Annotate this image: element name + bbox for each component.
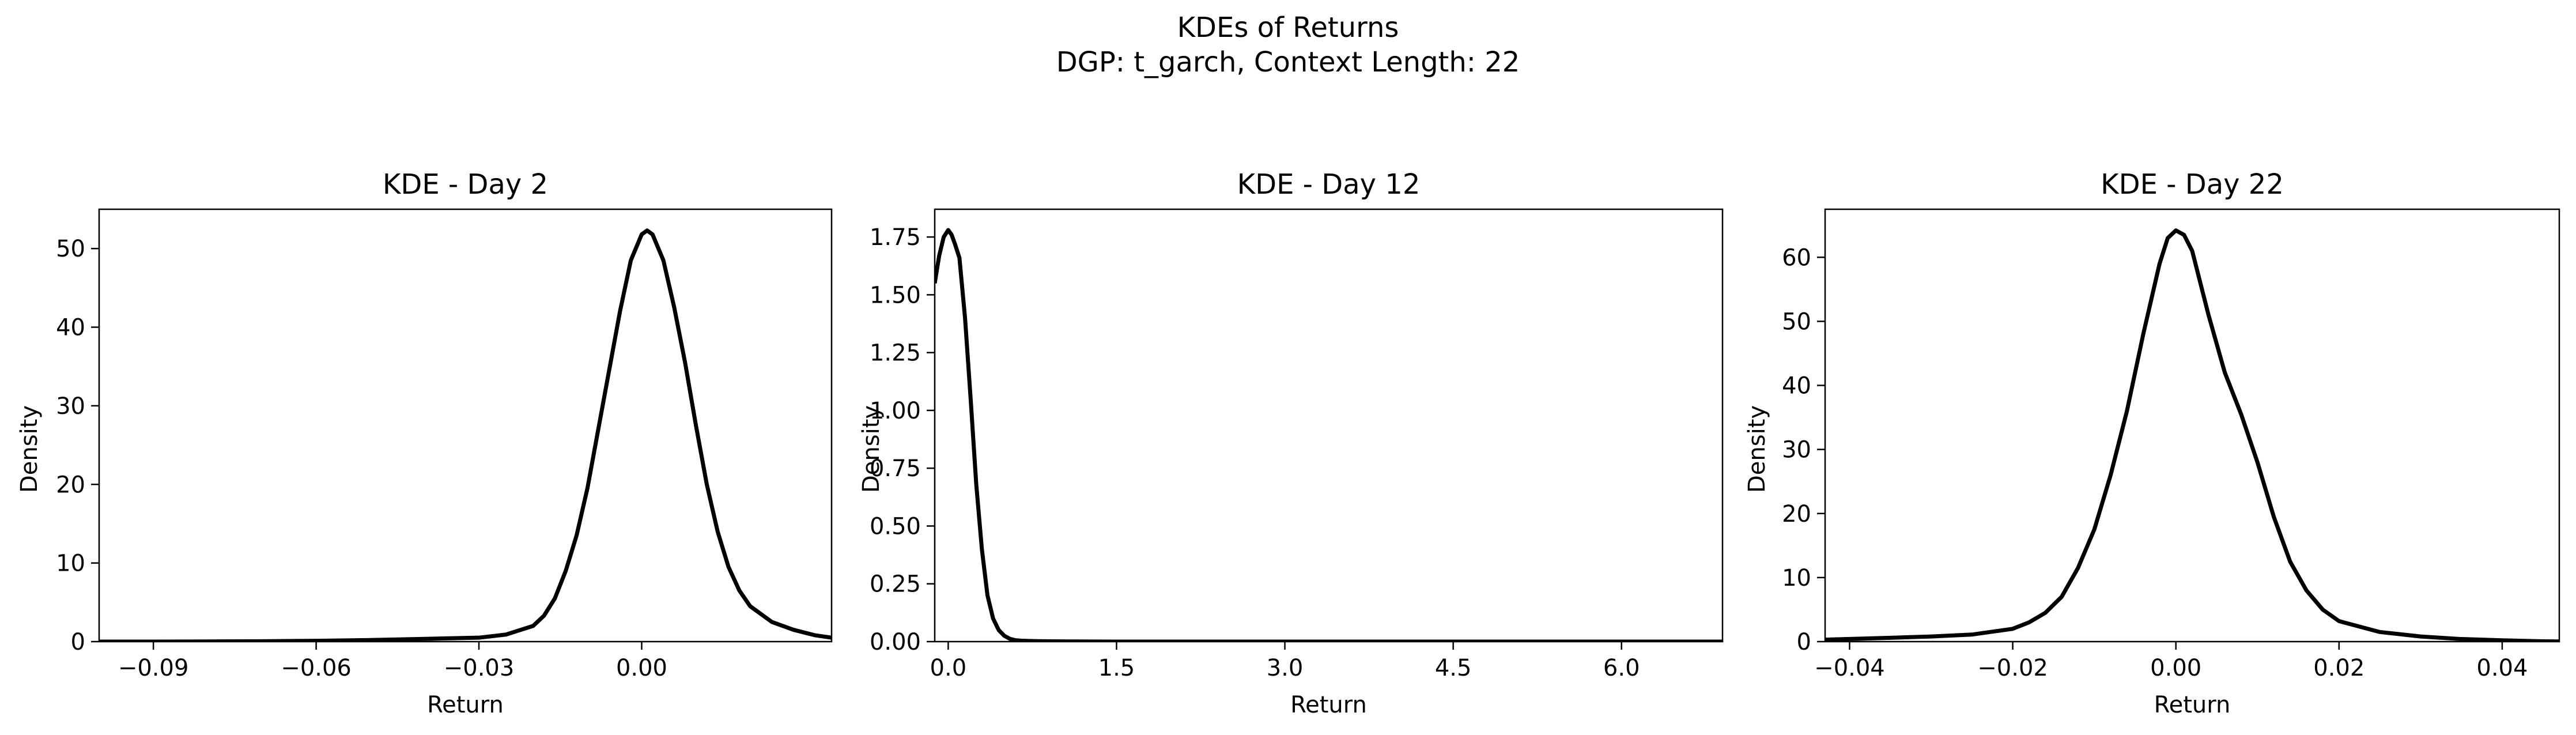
y-tick-label: 0.75 <box>870 455 921 482</box>
y-axis-label: Density <box>16 405 43 493</box>
y-tick-label: 1.25 <box>870 340 921 367</box>
x-tick-label: −0.02 <box>1977 655 2048 681</box>
axes-frame <box>934 208 1724 643</box>
y-tick-label: 1.50 <box>870 282 921 308</box>
subplot-title: KDE - Day 12 <box>1237 168 1421 201</box>
y-tick-label: 10 <box>56 551 85 577</box>
subplot-title: KDE - Day 2 <box>383 168 548 201</box>
y-tick-label: 30 <box>56 393 85 420</box>
x-tick-label: −0.06 <box>281 655 352 681</box>
y-tick-label: 0.25 <box>870 571 921 598</box>
y-axis-label: Density <box>858 405 885 493</box>
y-tick-label: 10 <box>1782 565 1811 591</box>
x-tick-label: 0.04 <box>2476 655 2528 681</box>
x-tick-label: −0.04 <box>1814 655 1885 681</box>
x-tick-label: −0.09 <box>118 655 189 681</box>
x-tick-label: 4.5 <box>1435 655 1472 681</box>
subplot-day-22: KDE - Day 22 Return Density −0.04 −0.02 0.… <box>1744 168 2560 718</box>
y-tick-label: 20 <box>56 472 85 498</box>
x-tick-label: 0.0 <box>930 655 967 681</box>
x-axis-label: Return <box>1290 692 1367 718</box>
x-tick-label: 6.0 <box>1603 655 1640 681</box>
y-tick-label: 1.75 <box>870 224 921 251</box>
subplot-day-2: KDE - Day 2 Return Density −0.09 −0.06 −0.… <box>16 168 833 718</box>
y-tick-label: 20 <box>1782 501 1811 527</box>
subplot-title: KDE - Day 22 <box>2101 168 2284 201</box>
figure-subtitle: DGP: t_garch, Context Length: 22 <box>1056 46 1520 78</box>
kde-line-series-0 <box>99 228 832 642</box>
kde-line-series-0 <box>1825 228 2559 642</box>
y-tick-label: 30 <box>1782 437 1811 463</box>
y-tick-label: 0 <box>1797 629 1811 655</box>
y-tick-label: 50 <box>56 236 85 262</box>
y-tick-label: 50 <box>1782 308 1811 335</box>
y-tick-label: 40 <box>56 315 85 341</box>
x-tick-label: 3.0 <box>1267 655 1304 681</box>
x-axis-label: Return <box>427 692 504 718</box>
y-tick-label: 0 <box>71 629 85 655</box>
y-tick-label: 40 <box>1782 373 1811 399</box>
axes-frame <box>98 208 833 643</box>
y-axis-label: Density <box>1744 405 1770 493</box>
x-tick-label: 0.00 <box>2150 655 2201 681</box>
x-tick-label: 0.00 <box>616 655 667 681</box>
figure-title: KDEs of Returns <box>1177 12 1399 44</box>
y-tick-label: 1.00 <box>870 398 921 424</box>
y-tick-label: 0.00 <box>870 629 921 655</box>
y-tick-label: 60 <box>1782 244 1811 271</box>
x-tick-label: 1.5 <box>1098 655 1135 681</box>
x-axis-label: Return <box>2154 692 2231 718</box>
x-tick-label: −0.03 <box>444 655 515 681</box>
axes-frame <box>1824 208 2560 643</box>
subplot-day-12: KDE - Day 12 Return Density 0.0 1.5 3.0 4.5… <box>858 168 1724 718</box>
x-tick-label: 0.02 <box>2313 655 2365 681</box>
y-tick-label: 0.50 <box>870 513 921 540</box>
